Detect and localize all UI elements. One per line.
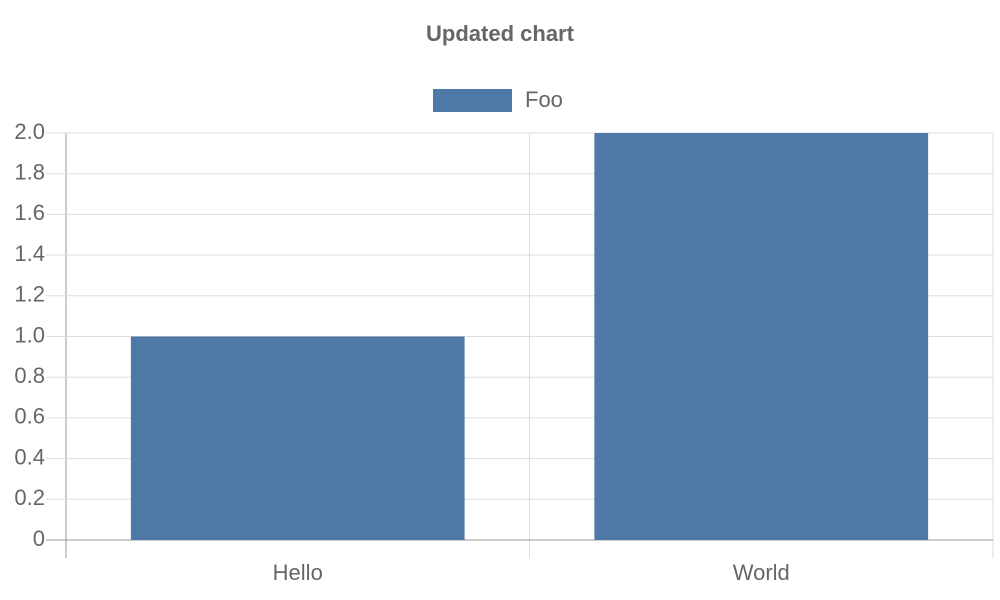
legend-swatch (433, 89, 512, 112)
y-tick-label: 2.0 (14, 119, 45, 144)
y-tick-label: 1.4 (14, 241, 45, 266)
y-tick-label: 0 (33, 526, 45, 551)
y-tick-label: 1.0 (14, 322, 45, 347)
chart-title: Updated chart (426, 21, 575, 46)
y-tick-label: 0.8 (14, 363, 45, 388)
y-tick-label: 1.8 (14, 160, 45, 185)
bar (594, 133, 929, 540)
y-tick-label: 1.2 (14, 282, 45, 307)
y-tick-label: 0.6 (14, 404, 45, 429)
x-tick-label: World (733, 560, 790, 585)
y-tick-label: 0.2 (14, 485, 45, 510)
legend-label: Foo (525, 87, 563, 112)
bar (130, 336, 465, 540)
x-tick-label: Hello (273, 560, 323, 585)
y-tick-label: 0.4 (14, 444, 45, 469)
y-tick-label: 1.6 (14, 200, 45, 225)
